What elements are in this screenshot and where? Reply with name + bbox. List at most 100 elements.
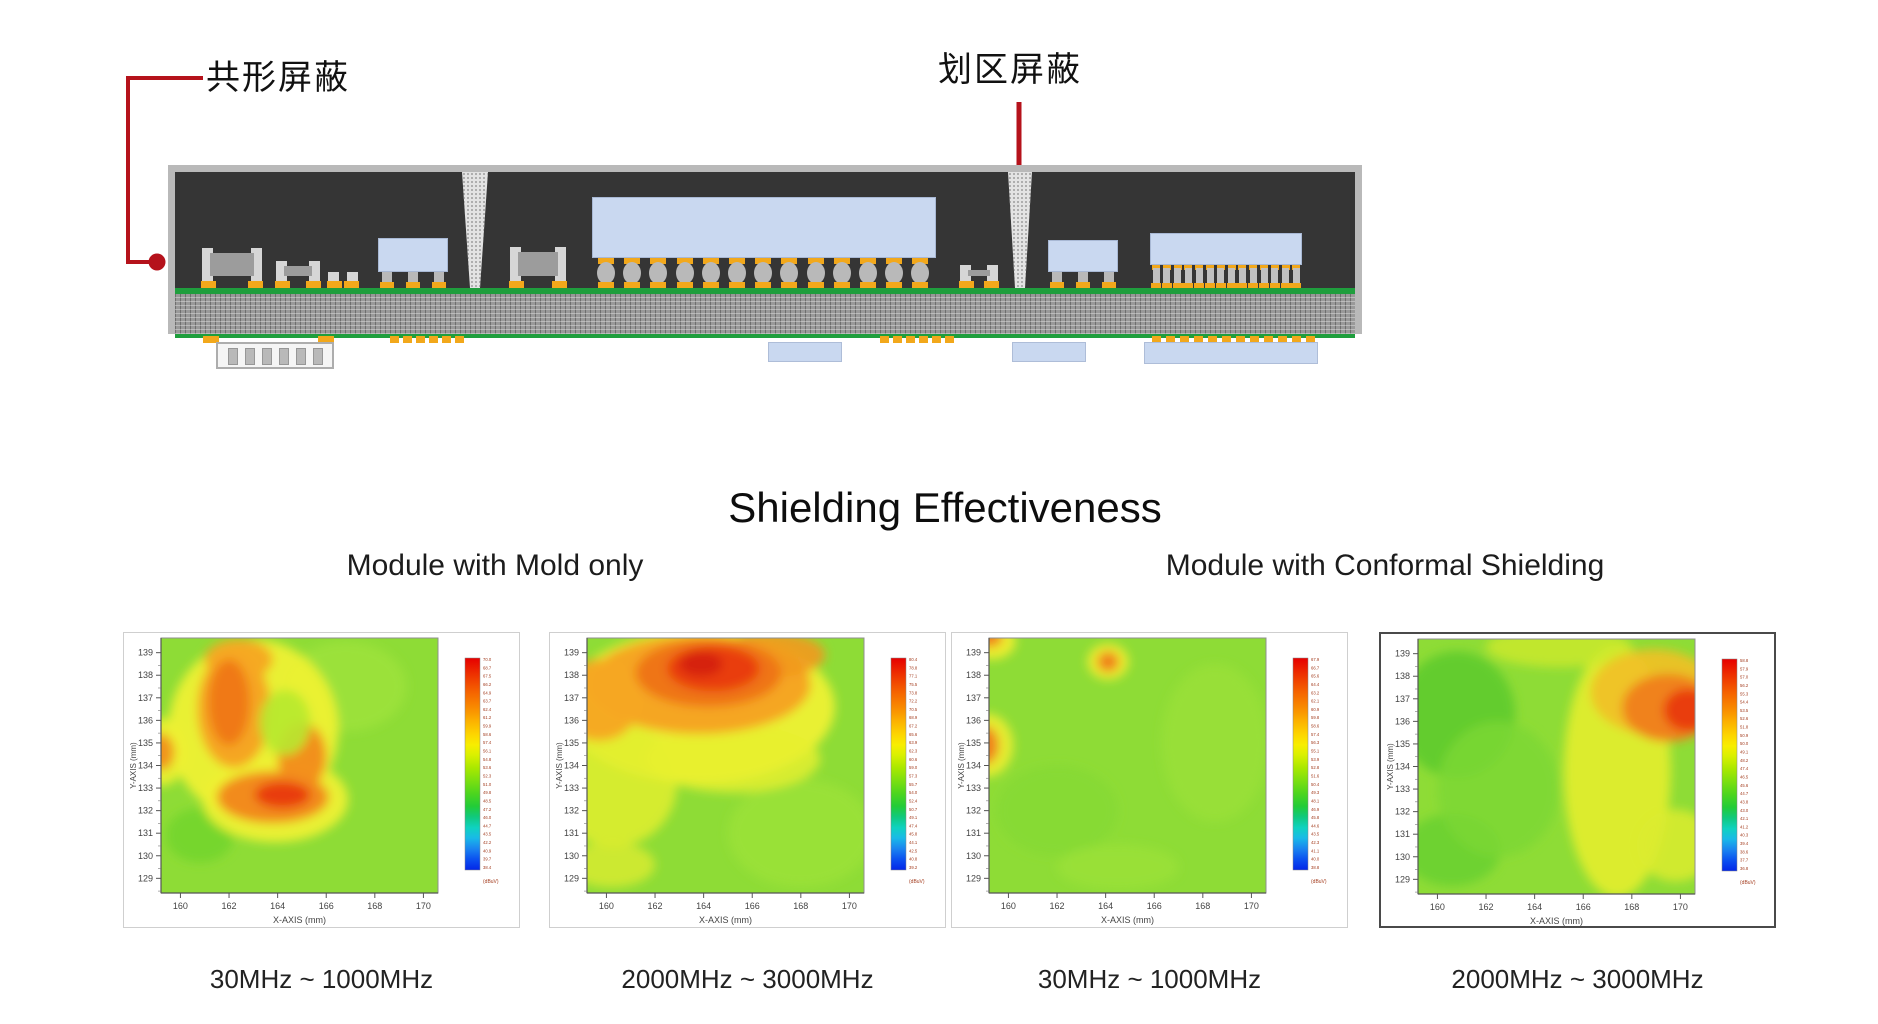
bga-solder-ball [806, 262, 825, 284]
solder-pad [886, 282, 903, 288]
solder-pad [429, 336, 438, 343]
bga-solder-ball [675, 262, 694, 284]
solder-pad [380, 282, 394, 288]
bga-solder-ball [911, 262, 930, 284]
solder-pad [1291, 283, 1302, 288]
colorbar-tick-label: 59.0 [909, 765, 918, 770]
colorbar-tick-label: 57.4 [1311, 732, 1320, 737]
solder-pad [201, 281, 216, 288]
solder-pad [886, 258, 903, 264]
ic-lead [382, 272, 392, 282]
bga-solder-ball [832, 262, 851, 284]
bga-solder-ball [859, 262, 877, 284]
solder-pad [1050, 282, 1064, 288]
colorbar-tick-label: 37.7 [1740, 858, 1749, 863]
colorbar-unit: (dBuV) [1311, 879, 1327, 885]
solder-pad [318, 336, 334, 343]
y-tick-label: 137 [966, 693, 981, 703]
colorbar-tick-label: 52.3 [483, 773, 492, 778]
y-tick-label: 138 [564, 670, 579, 680]
bga-solder-ball [754, 262, 773, 284]
y-tick-label: 129 [138, 873, 153, 883]
group-subtitle-mold-only: Module with Mold only [346, 549, 644, 582]
solder-pad [1183, 283, 1194, 288]
heat-blob [259, 689, 311, 756]
colorbar-tick-label: 48.1 [1311, 798, 1320, 803]
solder-pad [248, 281, 263, 288]
colorbar-tick-label: 59.9 [483, 724, 492, 729]
solder-pad [1206, 265, 1214, 270]
y-tick-label: 137 [138, 693, 153, 703]
solder-pad [306, 281, 321, 288]
component-passive [509, 247, 567, 288]
solder-pad [860, 258, 876, 264]
solder-pad [1250, 336, 1259, 343]
colorbar-tick-label: 45.6 [1740, 783, 1749, 788]
heat-blob [989, 638, 1003, 648]
colorbar-tick-label: 61.2 [483, 715, 492, 720]
colorbar-tick-label: 43.8 [1740, 799, 1749, 804]
colorbar-tick-label: 66.2 [483, 682, 492, 687]
colorbar-unit: (dBuV) [909, 879, 925, 885]
module-cross-section-diagram: 共形屏蔽 划区屏蔽 [0, 0, 1878, 420]
y-tick-label: 130 [138, 851, 153, 861]
solder-pad [1226, 283, 1237, 288]
colorbar-tick-label: 52.8 [1311, 765, 1320, 770]
passive-body [968, 270, 990, 276]
colorbar-tick-label: 42.5 [909, 848, 918, 853]
colorbar-tick-label: 39.4 [1740, 841, 1749, 846]
x-tick-label: 166 [1576, 902, 1591, 912]
y-tick-label: 139 [138, 648, 153, 658]
chip-pin [1260, 268, 1268, 284]
colorbar-tick-label: 43.5 [1311, 832, 1320, 837]
heat-blob [1636, 809, 1695, 882]
solder-pad [1237, 283, 1248, 288]
solder-pad [912, 258, 929, 264]
solder-pad [1238, 265, 1247, 270]
heatmap-plot: 139 138 137 136 135 134 133 132 131 130 129 160 162 1… [1386, 638, 1756, 926]
colorbar-tick-label: 42.2 [483, 840, 492, 845]
colorbar-tick-label: 55.1 [1311, 749, 1320, 754]
solder-pad [1166, 336, 1175, 343]
ic-lead [408, 272, 418, 282]
colorbar-tick-label: 47.2 [483, 807, 492, 812]
solder-pad [390, 336, 399, 343]
heat-blob [208, 659, 250, 746]
heatmap-frame: 139 138 137 136 135 134 133 132 131 130 129 160 162 1… [951, 632, 1348, 928]
colorbar-tick-label: 68.9 [909, 715, 918, 720]
colorbar-tick-label: 65.6 [909, 732, 918, 737]
frequency-range-caption: 30MHz ~ 1000MHz [209, 964, 434, 994]
x-tick-label: 168 [1195, 901, 1210, 911]
component-passive [275, 261, 321, 288]
ic-lead [1104, 272, 1114, 282]
passive-terminal [202, 248, 213, 281]
heat-blob [1161, 663, 1266, 822]
solder-pad [984, 281, 999, 288]
heatmap-panel-2: 139 138 137 136 135 134 133 132 131 130 129 160 162 1… [549, 632, 946, 995]
chip-pin [1152, 268, 1160, 284]
colorbar-tick-label: 38.8 [1311, 865, 1320, 870]
colorbar: 80.4 78.8 77.1 75.5 73.8 72.2 70.5 68.9 67.2 65.6… [890, 657, 925, 885]
solder-pad [1236, 336, 1245, 343]
solder-pad [403, 336, 412, 343]
y-tick-label: 134 [1395, 762, 1410, 772]
solder-pad [1281, 265, 1290, 270]
colorbar-tick-label: 47.4 [909, 823, 918, 828]
solder-pad [650, 282, 667, 288]
heat-blob [587, 842, 656, 888]
solder-pad [1292, 265, 1301, 270]
colorbar-tick-label: 39.7 [483, 857, 492, 862]
passive-terminal [251, 248, 262, 281]
heat-blob [645, 724, 821, 793]
x-tick-label: 162 [1050, 901, 1065, 911]
x-tick-label: 170 [842, 901, 857, 911]
y-tick-label: 137 [1395, 694, 1410, 704]
solder-pad [906, 336, 915, 343]
colorbar-tick-label: 56.1 [483, 749, 492, 754]
y-tick-label: 132 [564, 806, 579, 816]
x-tick-label: 160 [599, 901, 614, 911]
y-tick-label: 133 [564, 783, 579, 793]
solder-pad [1215, 283, 1226, 288]
colorbar-tick-label: 50.7 [909, 807, 918, 812]
